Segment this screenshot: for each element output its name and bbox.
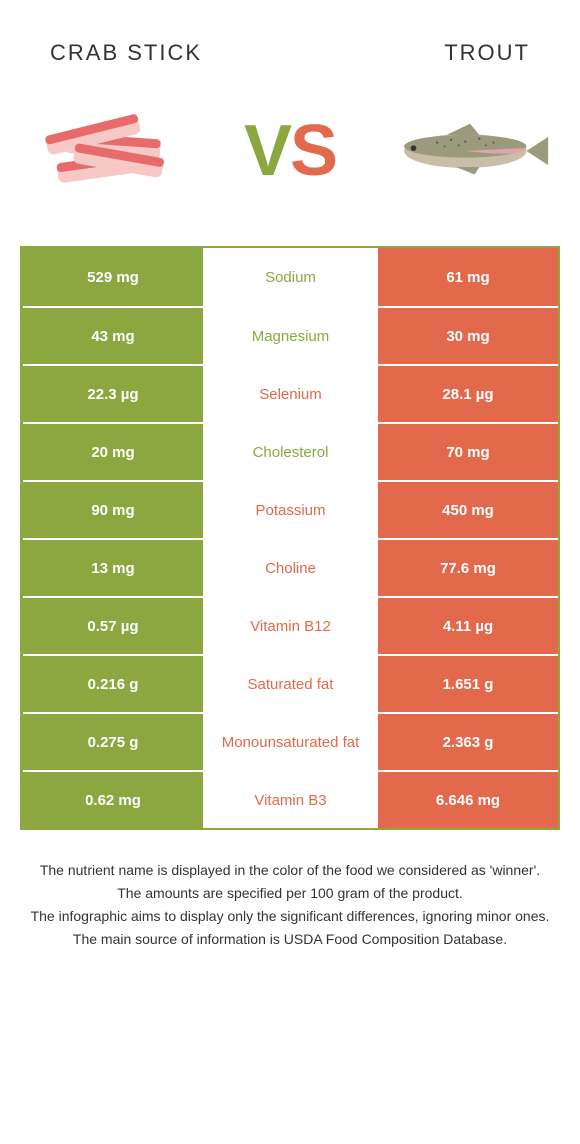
footnotes: The nutrient name is displayed in the co… [20,860,560,950]
nutrient-label: Cholesterol [203,424,378,480]
footnote-line: The main source of information is USDA F… [30,929,550,950]
crab-stick-image [30,96,190,206]
left-value: 0.57 µg [23,598,203,654]
vs-label: VS [244,110,336,192]
table-row: 529 mgSodium61 mg [23,248,558,306]
table-row: 0.62 mgVitamin B36.646 mg [23,770,558,828]
left-value: 43 mg [23,308,203,364]
table-row: 20 mgCholesterol70 mg [23,422,558,480]
right-value: 28.1 µg [378,366,558,422]
nutrient-label: Vitamin B12 [203,598,378,654]
table-row: 0.57 µgVitamin B124.11 µg [23,596,558,654]
table-row: 90 mgPotassium450 mg [23,480,558,538]
footnote-line: The amounts are specified per 100 gram o… [30,883,550,904]
right-value: 30 mg [378,308,558,364]
right-value: 1.651 g [378,656,558,712]
left-value: 90 mg [23,482,203,538]
vs-s: S [290,111,336,191]
trout-icon [390,116,550,186]
right-value: 6.646 mg [378,772,558,828]
nutrient-label: Sodium [203,248,378,306]
table-row: 0.216 gSaturated fat1.651 g [23,654,558,712]
left-value: 529 mg [23,248,203,306]
right-value: 4.11 µg [378,598,558,654]
right-value: 61 mg [378,248,558,306]
nutrient-label: Selenium [203,366,378,422]
vs-v: V [244,111,290,191]
table-row: 22.3 µgSelenium28.1 µg [23,364,558,422]
header: CRAB STICK TROUT [20,20,560,76]
nutrient-label: Potassium [203,482,378,538]
nutrient-label: Monounsaturated fat [203,714,378,770]
left-value: 20 mg [23,424,203,480]
table-row: 13 mgCholine77.6 mg [23,538,558,596]
nutrient-label: Magnesium [203,308,378,364]
food-left-title: CRAB STICK [50,40,202,66]
right-value: 2.363 g [378,714,558,770]
nutrient-comparison-table: 529 mgSodium61 mg43 mgMagnesium30 mg22.3… [20,246,560,830]
nutrient-label: Vitamin B3 [203,772,378,828]
food-right-title: TROUT [444,40,530,66]
right-value: 70 mg [378,424,558,480]
left-value: 0.62 mg [23,772,203,828]
footnote-line: The infographic aims to display only the… [30,906,550,927]
nutrient-label: Choline [203,540,378,596]
left-value: 0.216 g [23,656,203,712]
table-row: 43 mgMagnesium30 mg [23,306,558,364]
crab-stick-icon [35,101,185,201]
right-value: 450 mg [378,482,558,538]
right-value: 77.6 mg [378,540,558,596]
trout-image [390,96,550,206]
vs-row: VS [20,76,560,246]
left-value: 13 mg [23,540,203,596]
left-value: 0.275 g [23,714,203,770]
footnote-line: The nutrient name is displayed in the co… [30,860,550,881]
left-value: 22.3 µg [23,366,203,422]
table-row: 0.275 gMonounsaturated fat2.363 g [23,712,558,770]
nutrient-label: Saturated fat [203,656,378,712]
